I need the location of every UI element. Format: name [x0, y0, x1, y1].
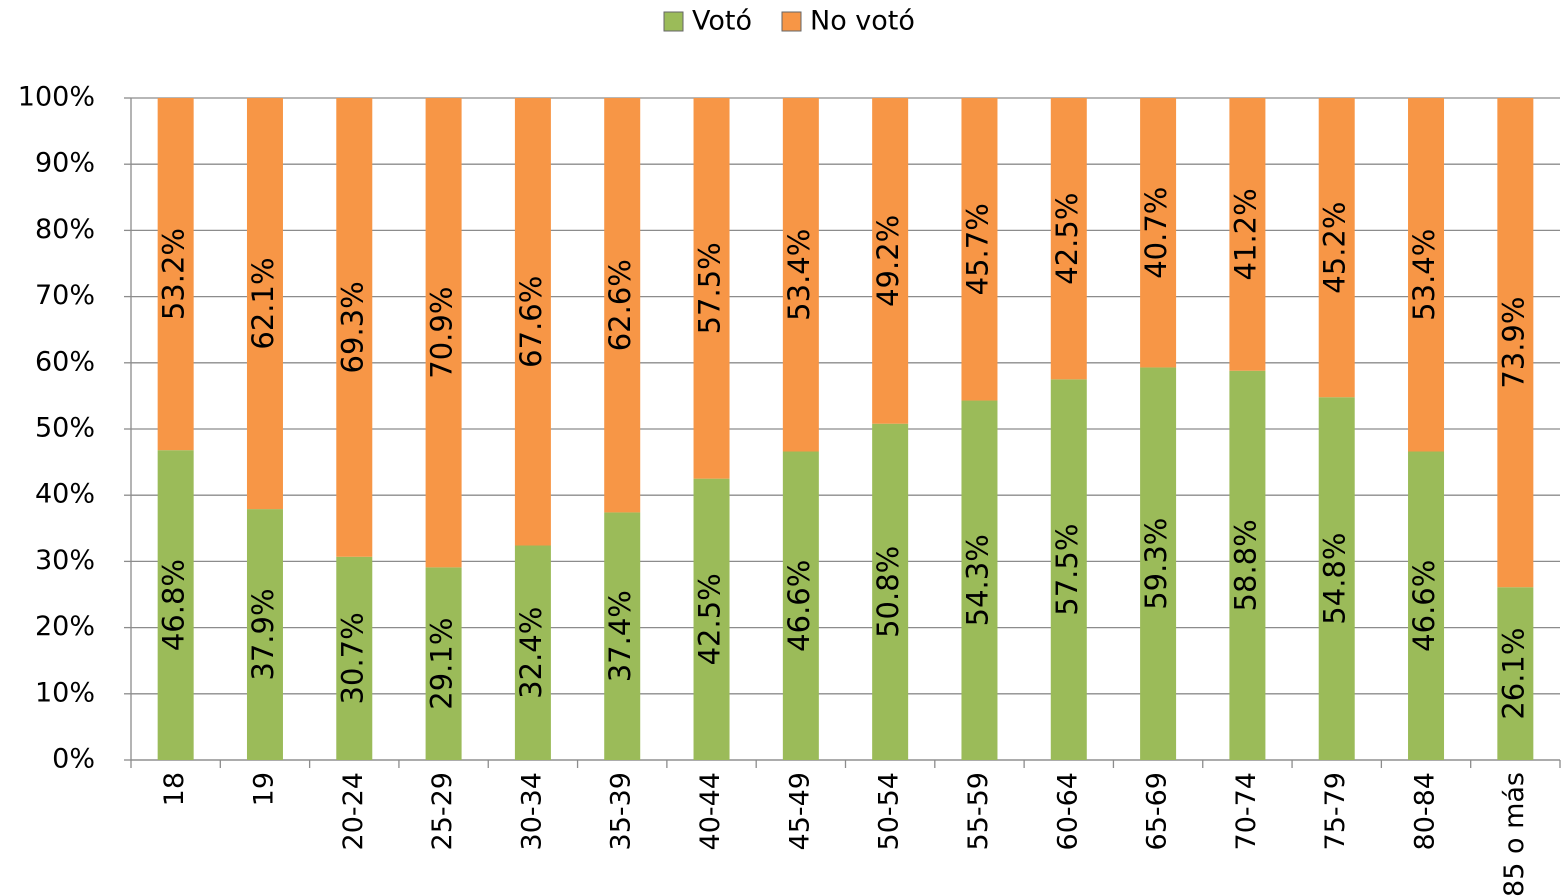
x-tick-label: 19 — [248, 772, 279, 806]
bar-segment — [1318, 397, 1355, 760]
y-tick-label: 50% — [35, 413, 95, 444]
bar-segment — [961, 98, 998, 401]
y-tick-label: 90% — [35, 148, 95, 179]
x-tick-label: 60-64 — [1052, 772, 1083, 850]
y-tick-label: 100% — [18, 82, 95, 113]
bar-segment — [1140, 98, 1177, 368]
value-label: 59.3% — [1139, 518, 1173, 610]
value-label: 70.9% — [425, 287, 459, 379]
bar-segment — [514, 98, 551, 546]
bar-segment — [425, 567, 462, 760]
x-tick-label: 50-54 — [874, 772, 905, 850]
bar-segment — [872, 98, 909, 424]
bar-segment — [1497, 587, 1534, 760]
value-label: 45.2% — [1318, 202, 1352, 294]
bar-segment — [1229, 370, 1266, 760]
x-tick-label: 70-74 — [1231, 772, 1262, 850]
legend-label: Votó — [692, 6, 752, 37]
bar-segment — [1050, 98, 1087, 380]
value-label: 32.4% — [514, 607, 548, 699]
value-label: 45.7% — [960, 203, 994, 295]
x-tick-label: 25-29 — [427, 772, 458, 850]
bar-segment — [336, 98, 373, 557]
value-label: 62.6% — [603, 259, 637, 351]
bar-segment — [693, 98, 730, 479]
y-tick-label: 40% — [35, 479, 95, 510]
bar-segment — [693, 478, 730, 760]
value-label: 37.4% — [603, 590, 637, 682]
value-label: 29.1% — [425, 618, 459, 710]
x-tick-label: 80-84 — [1410, 772, 1441, 850]
value-label: 57.5% — [693, 242, 727, 334]
y-tick-label: 30% — [35, 545, 95, 576]
value-label: 69.3% — [335, 281, 369, 373]
value-label: 46.6% — [1407, 560, 1441, 652]
bar-segment — [604, 98, 641, 513]
x-tick-label: 35-39 — [606, 772, 637, 850]
bar-segment — [1497, 98, 1534, 588]
y-tick-label: 70% — [35, 280, 95, 311]
bar-segment — [1318, 98, 1355, 398]
value-label: 41.2% — [1228, 188, 1262, 280]
bar-segment — [1229, 98, 1266, 371]
x-tick-label: 20-24 — [338, 772, 369, 850]
bar-segment — [1050, 379, 1087, 760]
value-label: 54.8% — [1318, 533, 1352, 625]
value-label: 53.2% — [157, 228, 191, 320]
value-label: 54.3% — [960, 534, 994, 626]
value-label: 30.7% — [335, 612, 369, 704]
y-tick-label: 80% — [35, 214, 95, 245]
value-label: 42.5% — [693, 573, 727, 665]
bar-segment — [782, 98, 819, 452]
y-tick-label: 20% — [35, 611, 95, 642]
bar-segment — [157, 98, 194, 451]
x-tick-label: 30-34 — [516, 772, 547, 850]
legend-swatch — [663, 11, 684, 32]
value-label: 50.8% — [871, 546, 905, 638]
value-label: 37.9% — [246, 588, 280, 680]
x-tick-label: 40-44 — [695, 772, 726, 850]
x-tick-label: 85 o más — [1499, 772, 1530, 896]
value-label: 57.5% — [1050, 524, 1084, 616]
value-label: 49.2% — [871, 215, 905, 307]
value-label: 26.1% — [1496, 628, 1530, 720]
value-label: 46.8% — [157, 559, 191, 651]
value-label: 40.7% — [1139, 187, 1173, 279]
bar-segment — [872, 423, 909, 760]
bar-segment — [961, 400, 998, 760]
bar-segment — [246, 509, 283, 760]
bar-segment — [782, 451, 819, 760]
x-tick-label: 75-79 — [1320, 772, 1351, 850]
value-label: 73.9% — [1496, 297, 1530, 389]
value-label: 58.8% — [1228, 519, 1262, 611]
bar-segment — [1140, 367, 1177, 760]
x-tick-label: 45-49 — [784, 772, 815, 850]
y-tick-label: 0% — [52, 744, 95, 775]
x-tick-label: 18 — [159, 772, 190, 806]
value-label: 67.6% — [514, 276, 548, 368]
y-tick-label: 10% — [35, 677, 95, 708]
bar-segment — [514, 545, 551, 760]
x-tick-label: 65-69 — [1142, 772, 1173, 850]
y-tick-label: 60% — [35, 346, 95, 377]
bar-segment — [1408, 98, 1445, 452]
bar-segment — [604, 512, 641, 760]
legend: Votó No votó — [663, 6, 915, 37]
bar-segment — [157, 450, 194, 760]
bar-segment — [246, 98, 283, 510]
bar-segment — [425, 98, 462, 568]
value-label: 62.1% — [246, 257, 280, 349]
legend-swatch — [781, 11, 802, 32]
legend-label: No votó — [810, 6, 915, 37]
value-label: 53.4% — [782, 229, 816, 321]
bar-segment — [1408, 451, 1445, 760]
value-label: 46.6% — [782, 560, 816, 652]
value-label: 53.4% — [1407, 229, 1441, 321]
value-label: 42.5% — [1050, 193, 1084, 285]
x-tick-label: 55-59 — [963, 772, 994, 850]
bar-segment — [336, 556, 373, 760]
